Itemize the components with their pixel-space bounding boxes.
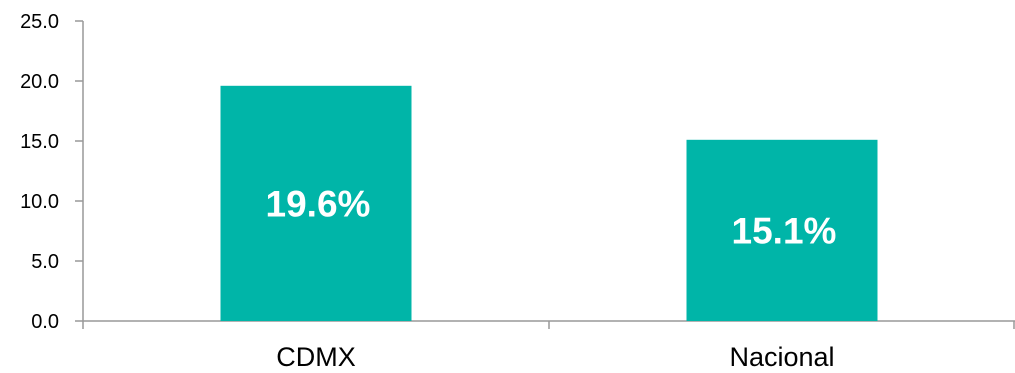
y-tick-label: 0.0: [31, 311, 59, 333]
bars-group: [220, 85, 878, 321]
bar-cdmx: [220, 85, 412, 321]
category-label-cdmx: CDMX: [276, 342, 356, 372]
category-label-nacional: Nacional: [729, 342, 834, 372]
bar-nacional: [686, 139, 878, 321]
y-tick-label: 15.0: [20, 131, 59, 153]
y-tick-label: 10.0: [20, 191, 59, 213]
x-axis-ticks: [82, 321, 1015, 329]
y-tick-label: 20.0: [20, 71, 59, 93]
y-tick-label: 25.0: [20, 11, 59, 33]
y-tick-label: 5.0: [31, 251, 59, 273]
data-label-nacional: 15.1%: [732, 210, 837, 251]
data-label-cdmx: 19.6%: [266, 183, 371, 224]
category-labels: CDMX Nacional: [276, 342, 834, 372]
y-axis-ticks: 0.0 5.0 10.0 15.0 20.0 25.0: [20, 11, 83, 333]
data-labels: 19.6% 15.1%: [266, 183, 837, 251]
